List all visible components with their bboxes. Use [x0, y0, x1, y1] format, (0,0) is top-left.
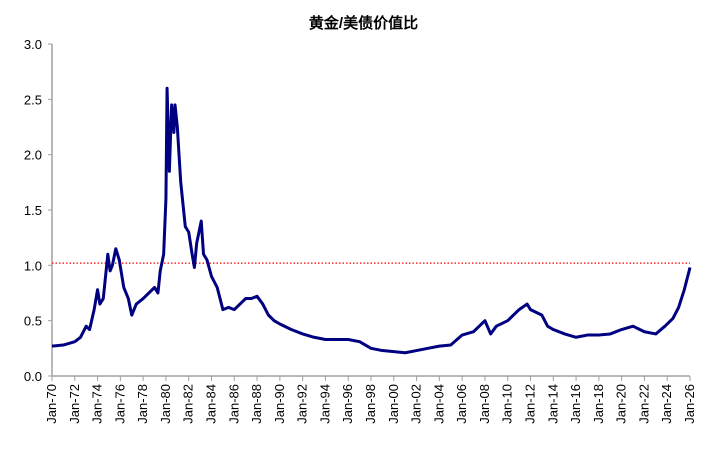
x-tick-label: Jan-24: [659, 384, 674, 424]
y-tick-label: 1.5: [24, 203, 42, 218]
x-tick-label: Jan-80: [158, 384, 173, 424]
series-line: [51, 86, 692, 355]
x-tick-label: Jan-70: [44, 384, 59, 424]
chart-title: 黄金/美债价值比: [308, 15, 419, 32]
x-tick-label: Jan-12: [523, 384, 538, 424]
y-tick-label: 0.5: [24, 314, 42, 329]
x-tick-label: Jan-74: [90, 384, 105, 424]
x-tick-label: Jan-84: [204, 384, 219, 424]
x-tick-label: Jan-10: [500, 384, 515, 424]
x-tick-label: Jan-76: [112, 384, 127, 424]
x-tick-label: Jan-72: [67, 384, 82, 424]
x-tick-label: Jan-20: [614, 384, 629, 424]
x-tick-label: Jan-92: [295, 384, 310, 424]
x-tick-label: Jan-78: [135, 384, 150, 424]
y-tick-label: 0.0: [24, 369, 42, 384]
x-tick-label: Jan-90: [272, 384, 287, 424]
x-tick-label: Jan-14: [545, 384, 560, 424]
x-tick-label: Jan-02: [409, 384, 424, 424]
x-tick-label: Jan-26: [682, 384, 697, 424]
x-tick-label: Jan-82: [181, 384, 196, 424]
y-tick-label: 3.0: [24, 37, 42, 52]
x-tick-label: Jan-16: [568, 384, 583, 424]
x-tick-label: Jan-18: [591, 384, 606, 424]
y-tick-label: 1.0: [24, 258, 42, 273]
x-tick-label: Jan-04: [431, 384, 446, 424]
x-tick-label: Jan-08: [477, 384, 492, 424]
x-tick-label: Jan-00: [386, 384, 401, 424]
y-tick-label: 2.0: [24, 148, 42, 163]
x-tick-label: Jan-06: [454, 384, 469, 424]
x-tick-label: Jan-86: [226, 384, 241, 424]
x-tick-label: Jan-22: [636, 384, 651, 424]
y-tick-label: 2.5: [24, 92, 42, 107]
x-tick-label: Jan-98: [363, 384, 378, 424]
x-tick-label: Jan-96: [340, 384, 355, 424]
x-tick-label: Jan-88: [249, 384, 264, 424]
x-tick-label: Jan-94: [317, 384, 332, 424]
